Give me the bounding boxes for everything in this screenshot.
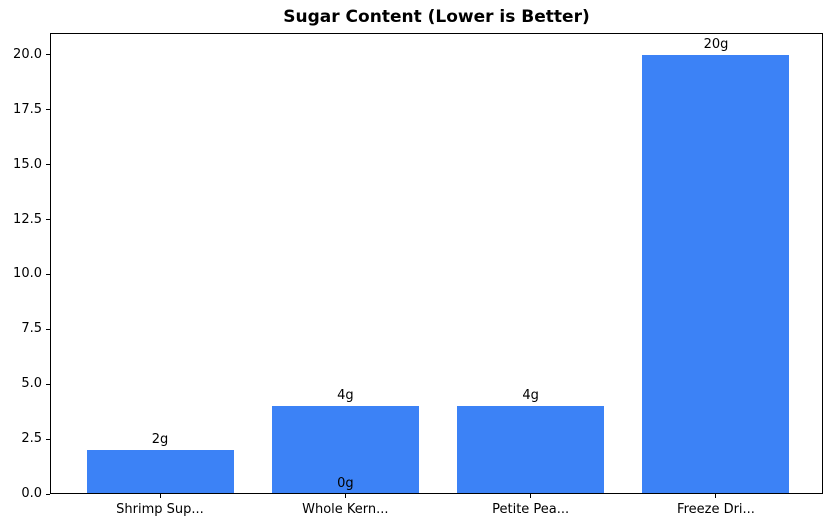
y-tick-label: 12.5 bbox=[13, 211, 42, 227]
x-tick-label: Freeze Dri... bbox=[677, 502, 755, 517]
x-tick-mark bbox=[530, 494, 532, 498]
bar-annotation-label: 0g bbox=[337, 476, 354, 491]
x-tick-mark bbox=[159, 494, 161, 498]
bar-value-label: 2g bbox=[151, 432, 169, 448]
bar-whole-kern bbox=[271, 406, 419, 493]
x-tick-label: Shrimp Sup... bbox=[116, 502, 204, 517]
bar-freeze-dri bbox=[642, 54, 790, 493]
y-tick-label: 10.0 bbox=[13, 266, 42, 282]
y-tick-label: 15.0 bbox=[13, 156, 42, 172]
bar-petite-pea bbox=[457, 406, 605, 493]
x-tick-mark bbox=[715, 494, 717, 498]
bar-value-label: 4g bbox=[337, 388, 354, 404]
y-tick-mark bbox=[46, 54, 50, 56]
y-tick-mark bbox=[46, 273, 50, 275]
y-tick-label: 7.5 bbox=[21, 321, 42, 337]
y-tick-mark bbox=[46, 328, 50, 330]
bar-value-label: 20g bbox=[703, 36, 729, 52]
y-tick-mark bbox=[46, 383, 50, 385]
y-tick-label: 0.0 bbox=[21, 486, 42, 501]
y-tick-label: 20.0 bbox=[13, 46, 42, 62]
y-tick-mark bbox=[46, 493, 50, 495]
y-tick-mark bbox=[46, 438, 50, 440]
x-tick-mark bbox=[344, 494, 346, 498]
x-tick-label: Whole Kern... bbox=[302, 502, 389, 517]
bar-shrimp-sup bbox=[86, 450, 234, 493]
bar-value-label: 4g bbox=[522, 388, 539, 404]
y-tick-label: 17.5 bbox=[13, 101, 42, 117]
y-tick-label: 5.0 bbox=[21, 376, 42, 392]
y-tick-label: 2.5 bbox=[21, 431, 42, 447]
y-tick-mark bbox=[46, 164, 50, 166]
y-tick-mark bbox=[46, 109, 50, 111]
y-tick-mark bbox=[46, 219, 50, 221]
chart-title: Sugar Content (Lower is Better) bbox=[283, 7, 590, 27]
x-tick-label: Petite Pea... bbox=[492, 502, 570, 517]
